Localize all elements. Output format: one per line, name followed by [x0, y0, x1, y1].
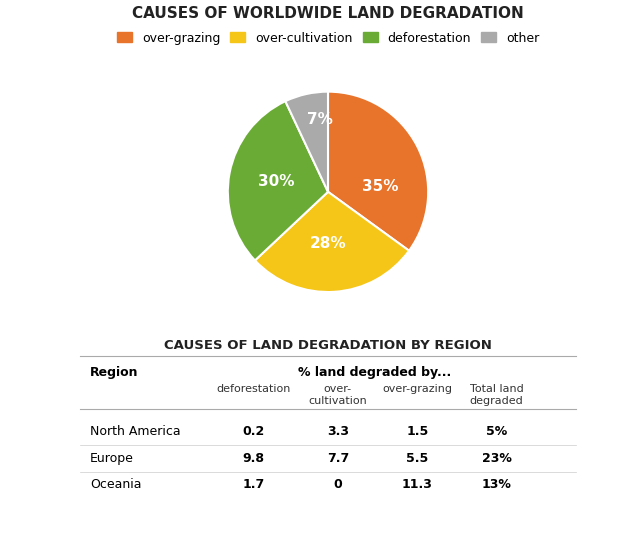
Text: over-
cultivation: over- cultivation	[308, 385, 367, 406]
Text: 5%: 5%	[486, 425, 508, 438]
Title: CAUSES OF WORLDWIDE LAND DEGRADATION: CAUSES OF WORLDWIDE LAND DEGRADATION	[132, 6, 524, 21]
Text: 35%: 35%	[362, 179, 398, 194]
Wedge shape	[285, 92, 328, 192]
Text: 11.3: 11.3	[402, 478, 433, 491]
Text: 23%: 23%	[482, 452, 511, 465]
Wedge shape	[328, 92, 428, 251]
Text: 0.2: 0.2	[243, 425, 265, 438]
Text: CAUSES OF LAND DEGRADATION BY REGION: CAUSES OF LAND DEGRADATION BY REGION	[164, 339, 492, 352]
Text: 5.5: 5.5	[406, 452, 428, 465]
Wedge shape	[255, 192, 409, 292]
Text: 30%: 30%	[258, 174, 294, 189]
Text: 1.5: 1.5	[406, 425, 428, 438]
Text: 28%: 28%	[310, 236, 346, 251]
Text: 3.3: 3.3	[327, 425, 349, 438]
Text: % land degraded by...: % land degraded by...	[298, 366, 452, 379]
Text: over-grazing: over-grazing	[382, 385, 452, 395]
Text: North America: North America	[90, 425, 180, 438]
Text: 0: 0	[333, 478, 342, 491]
Text: deforestation: deforestation	[216, 385, 291, 395]
Text: Region: Region	[90, 366, 138, 379]
Text: 7%: 7%	[307, 112, 333, 127]
Text: 7.7: 7.7	[327, 452, 349, 465]
Text: Oceania: Oceania	[90, 478, 141, 491]
Text: Europe: Europe	[90, 452, 134, 465]
Text: 1.7: 1.7	[243, 478, 265, 491]
Text: 9.8: 9.8	[243, 452, 264, 465]
Text: 13%: 13%	[482, 478, 511, 491]
Legend: over-grazing, over-cultivation, deforestation, other: over-grazing, over-cultivation, deforest…	[113, 28, 543, 48]
Text: Total land
degraded: Total land degraded	[470, 385, 524, 406]
Wedge shape	[228, 101, 328, 260]
